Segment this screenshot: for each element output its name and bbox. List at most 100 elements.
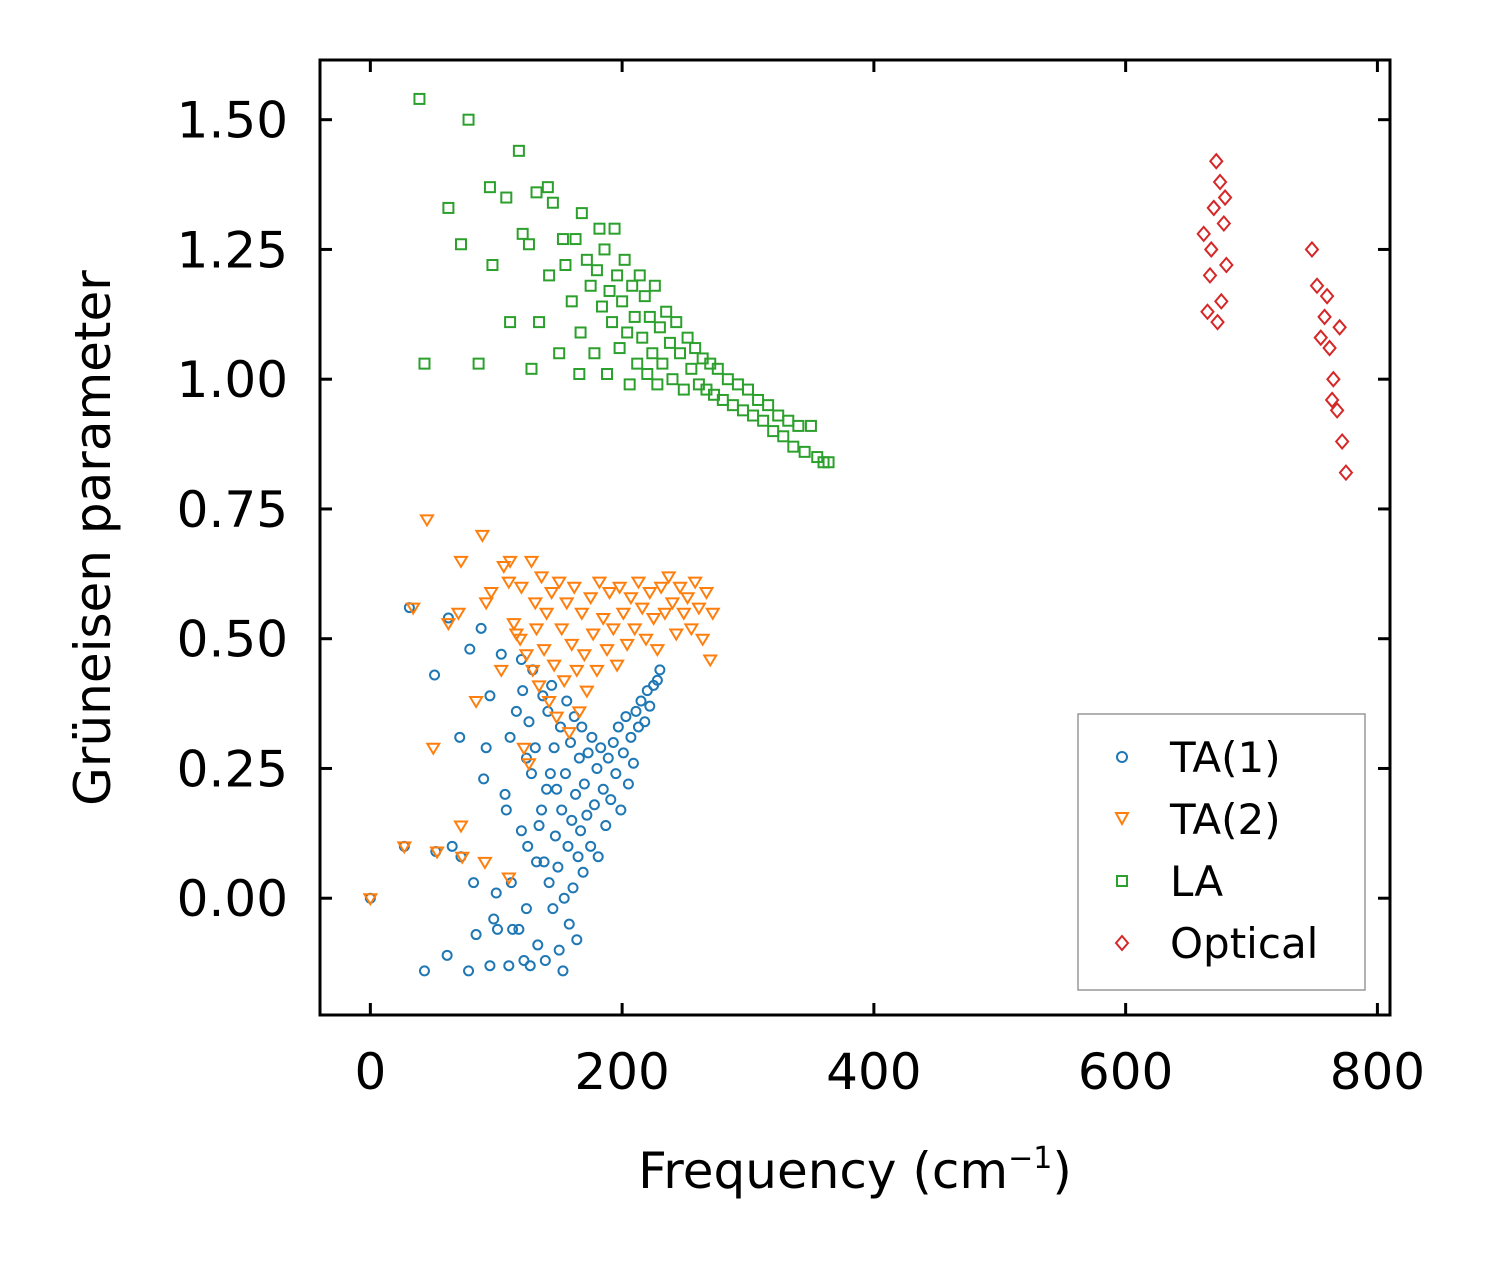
- data-point: [533, 571, 550, 585]
- data-point: [1322, 339, 1337, 357]
- data-point: [512, 144, 525, 157]
- data-point: [787, 440, 800, 453]
- data-point: [633, 269, 646, 282]
- data-point: [721, 373, 734, 386]
- data-point: [704, 607, 721, 621]
- data-point: [639, 716, 651, 728]
- data-point: [581, 809, 593, 821]
- data-point: [554, 721, 566, 733]
- data-point: [591, 576, 608, 590]
- y-tick-label: 1.25: [177, 221, 288, 279]
- data-point: [450, 607, 467, 621]
- data-point: [575, 825, 587, 837]
- data-point: [627, 757, 639, 769]
- data-point: [600, 820, 612, 832]
- data-point: [660, 571, 677, 585]
- series-ta-2: [362, 514, 721, 907]
- data-point: [484, 690, 496, 702]
- data-point: [543, 269, 556, 282]
- data-point: [525, 768, 537, 780]
- data-point: [757, 414, 770, 427]
- data-point: [515, 825, 527, 837]
- y-tick-label: 1.50: [177, 92, 288, 150]
- data-point: [653, 321, 666, 334]
- data-point: [440, 618, 457, 632]
- data-point: [504, 731, 516, 743]
- data-point: [601, 368, 614, 381]
- data-point: [676, 607, 692, 621]
- data-point: [656, 357, 669, 370]
- data-point: [561, 727, 578, 741]
- legend: TA(1) TA(2) LA Optical: [1077, 713, 1366, 991]
- data-point: [536, 804, 548, 816]
- data-point: [478, 597, 494, 611]
- data-point: [580, 253, 593, 266]
- data-point: [792, 419, 805, 432]
- x-axis-label: Frequency (cm−1): [638, 1141, 1072, 1200]
- y-tick-label: 0.25: [177, 740, 288, 798]
- data-point: [549, 830, 561, 842]
- data-point: [623, 592, 639, 606]
- data-point: [599, 644, 615, 658]
- x-tick-label: 200: [574, 1043, 669, 1101]
- data-point: [651, 674, 663, 686]
- data-point: [804, 419, 817, 432]
- data-point: [477, 856, 493, 870]
- data-point: [621, 326, 634, 339]
- data-point: [602, 752, 614, 764]
- data-point: [679, 592, 696, 606]
- data-point: [543, 586, 560, 600]
- data-point: [493, 664, 510, 678]
- data-point: [441, 949, 453, 961]
- data-point: [609, 659, 625, 673]
- data-point: [582, 592, 599, 606]
- legend-entry-la: LA: [1116, 857, 1223, 906]
- data-point: [638, 290, 651, 303]
- data-point: [504, 316, 517, 329]
- data-point: [607, 737, 619, 749]
- plot-frame: [318, 58, 1392, 1017]
- data-point: [512, 633, 528, 647]
- legend-label-ta2: TA(2): [1169, 795, 1281, 844]
- data-point: [552, 861, 564, 873]
- data-point: [1219, 256, 1234, 274]
- data-point: [619, 638, 635, 652]
- data-point: [533, 316, 546, 329]
- data-point: [547, 903, 559, 915]
- data-point: [618, 253, 631, 266]
- data-point: [516, 742, 532, 756]
- data-point: [635, 695, 647, 707]
- data-point: [542, 705, 554, 717]
- data-point: [595, 300, 608, 313]
- data-point: [606, 316, 619, 329]
- data-point: [419, 514, 435, 528]
- series-optical: [1196, 152, 1354, 482]
- legend-entry-ta1: TA(1): [1116, 733, 1281, 782]
- data-point: [548, 711, 565, 725]
- data-points-layer: [362, 92, 1354, 977]
- data-point: [396, 841, 413, 855]
- data-point: [556, 233, 569, 246]
- y-tick-label: 1.00: [177, 351, 288, 409]
- data-point: [782, 414, 795, 427]
- data-point: [1329, 401, 1345, 419]
- data-point: [524, 664, 541, 678]
- data-point: [685, 362, 698, 375]
- data-point: [588, 799, 600, 811]
- data-point: [425, 742, 442, 756]
- legend-marker-ta2: [1114, 812, 1130, 827]
- data-point: [625, 731, 637, 743]
- data-point: [578, 778, 590, 790]
- data-point: [527, 597, 544, 611]
- data-point: [464, 643, 476, 655]
- data-point: [651, 378, 664, 391]
- data-point: [500, 191, 513, 204]
- y-tick-label: 0.00: [177, 870, 288, 928]
- plot-area: 0 200 400 600 800 0.00 0.25 0.50 0.75 1.00 1.25 1.5…: [177, 58, 1425, 1101]
- data-point: [569, 233, 582, 246]
- data-point: [463, 965, 475, 977]
- data-point: [595, 612, 612, 626]
- data-point: [657, 607, 673, 621]
- data-point: [468, 695, 484, 709]
